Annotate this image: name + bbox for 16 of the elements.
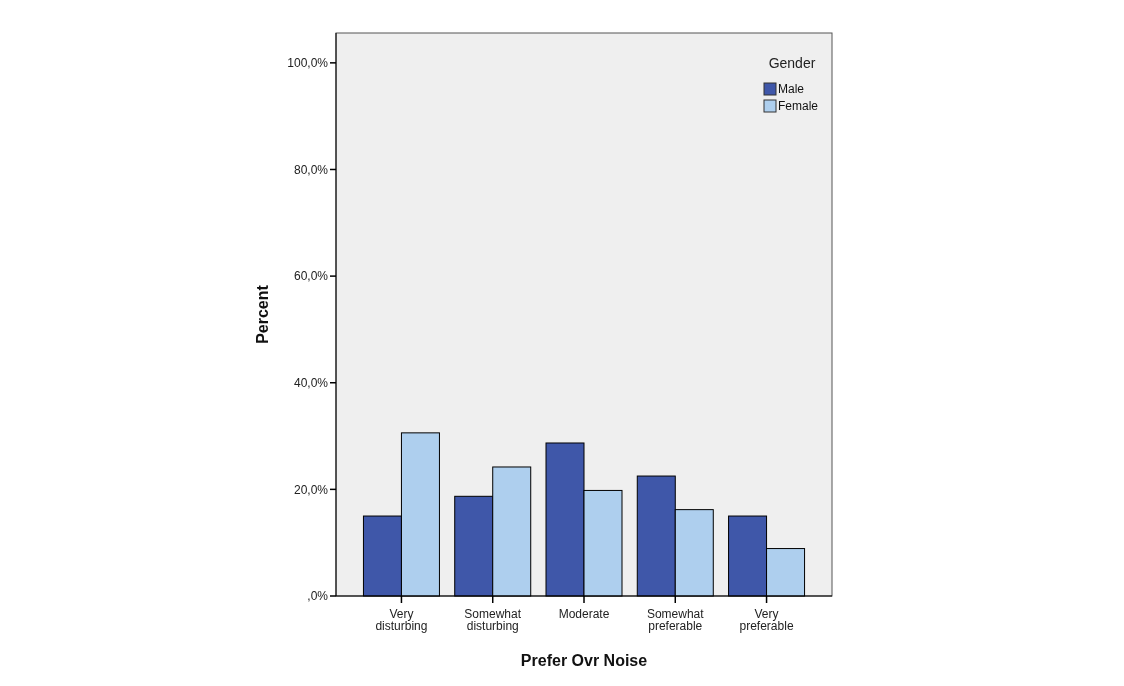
legend-label: Male: [778, 82, 805, 97]
x-tick-label: Moderate: [558, 607, 610, 621]
y-tick-label: 100,0%: [287, 56, 329, 71]
x-axis-title: Prefer Ovr Noise: [520, 652, 648, 669]
x-tick-label: Very disturbing: [375, 607, 428, 633]
y-tick-label: 80,0%: [293, 162, 329, 177]
legend-label: Female: [778, 99, 819, 114]
y-tick-label: 20,0%: [293, 482, 329, 497]
x-tick-label: Somewhat disturbing: [464, 607, 522, 633]
x-tick-label: Very preferable: [739, 607, 794, 633]
y-tick-label: 60,0%: [293, 269, 329, 284]
x-tick-label: Somewhat preferable: [646, 607, 705, 633]
y-tick-label: 40,0%: [293, 375, 329, 390]
y-tick-label: ,0%: [307, 589, 329, 604]
y-axis-title: Percent: [254, 284, 271, 344]
legend-title: Gender: [768, 55, 816, 71]
